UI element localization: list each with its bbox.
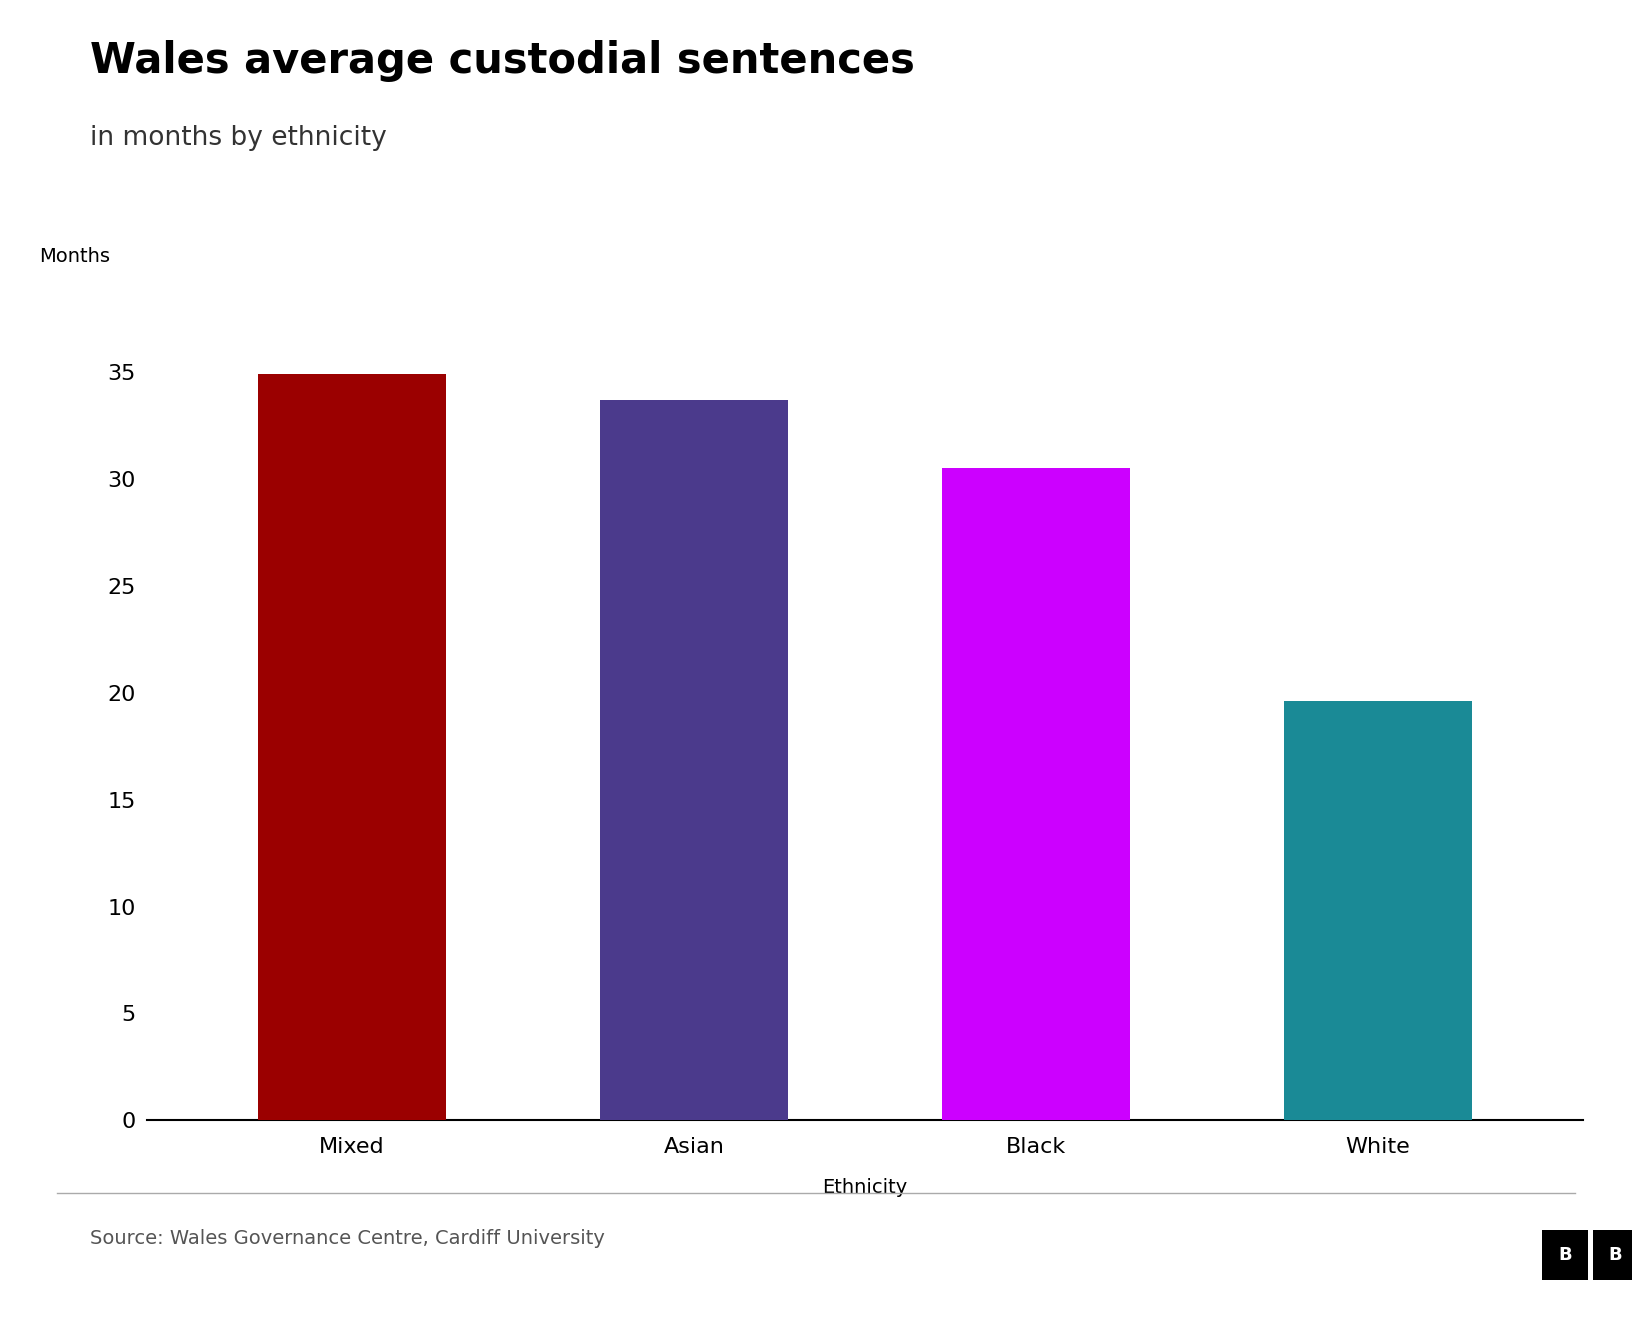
Text: B: B xyxy=(1559,1246,1572,1264)
Text: B: B xyxy=(1609,1246,1622,1264)
Text: Months: Months xyxy=(39,248,111,266)
Text: Source: Wales Governance Centre, Cardiff University: Source: Wales Governance Centre, Cardiff… xyxy=(90,1230,604,1248)
Text: in months by ethnicity: in months by ethnicity xyxy=(90,125,387,152)
Bar xyxy=(942,468,1129,1120)
Text: Wales average custodial sentences: Wales average custodial sentences xyxy=(90,40,914,82)
Bar xyxy=(601,401,788,1120)
Bar xyxy=(1284,701,1472,1120)
X-axis label: Ethnicity: Ethnicity xyxy=(823,1178,907,1197)
Bar xyxy=(258,374,446,1120)
